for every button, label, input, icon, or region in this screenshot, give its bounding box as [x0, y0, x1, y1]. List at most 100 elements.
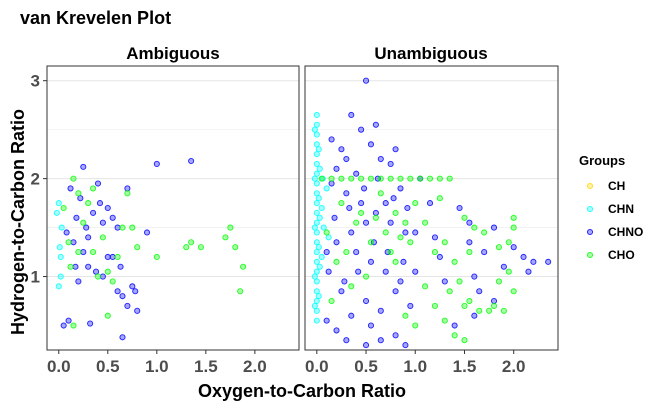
data-point-chno — [377, 337, 384, 344]
data-point-cho — [367, 175, 375, 182]
data-point-cho — [387, 249, 394, 256]
legend-key-ch — [586, 182, 594, 190]
data-point-chn — [56, 244, 63, 251]
data-point-chn — [313, 307, 320, 314]
data-point-chno — [545, 258, 552, 265]
data-point-cho — [80, 219, 87, 226]
data-point-chno — [500, 263, 507, 270]
data-point-chn — [313, 258, 320, 265]
data-point-chn — [313, 180, 320, 187]
data-point-chno — [431, 234, 439, 241]
data-point-chno — [80, 163, 87, 170]
data-point-chno — [99, 273, 106, 280]
x-tick-label: 0.0 — [305, 357, 329, 376]
data-point-chno — [412, 229, 419, 236]
data-point-chn — [313, 209, 320, 216]
data-point-chno — [362, 219, 370, 226]
data-point-chno — [325, 268, 332, 275]
data-point-chno — [377, 155, 384, 163]
legend-label-ch: CH — [608, 179, 625, 193]
data-point-chno — [382, 268, 389, 275]
data-point-chno — [530, 258, 537, 265]
data-point-cho — [323, 229, 330, 236]
data-point-chno — [358, 200, 365, 207]
data-point-chn — [313, 288, 320, 295]
data-point-chno — [92, 268, 100, 275]
data-point-cho — [65, 239, 72, 246]
data-point-cho — [119, 224, 126, 231]
data-point-chno — [75, 278, 82, 285]
data-point-cho — [328, 297, 335, 305]
data-point-cho — [348, 175, 355, 182]
data-point-chno — [372, 121, 379, 128]
data-point-cho — [407, 175, 414, 182]
data-point-cho — [431, 249, 439, 256]
data-point-chno — [188, 157, 195, 165]
data-point-chno — [343, 190, 350, 197]
data-point-cho — [70, 175, 77, 182]
data-point-chno — [397, 278, 404, 285]
data-point-cho — [333, 258, 340, 265]
y-tick-label: 3 — [31, 72, 40, 91]
data-point-chno — [90, 209, 97, 216]
data-point-cho — [510, 214, 517, 221]
data-point-cho — [466, 249, 473, 256]
data-point-cho — [471, 224, 478, 231]
y-tick-label: 2 — [31, 170, 40, 189]
data-point-chno — [481, 249, 488, 256]
data-point-chno — [70, 239, 77, 246]
data-point-cho — [397, 175, 404, 182]
data-point-chno — [471, 312, 478, 319]
data-point-chno — [362, 342, 370, 349]
data-point-chno — [466, 219, 473, 226]
data-point-chn — [316, 214, 323, 221]
data-point-chno — [83, 224, 90, 231]
data-point-chn — [313, 278, 320, 285]
data-point-cho — [75, 249, 82, 256]
data-point-chno — [77, 195, 84, 202]
data-point-cho — [358, 175, 365, 182]
data-point-cho — [134, 244, 141, 251]
data-point-cho — [441, 239, 448, 246]
data-point-cho — [495, 278, 502, 285]
data-point-cho — [466, 297, 473, 305]
data-point-chno — [85, 234, 92, 241]
y-axis-title: Hydrogen-to-Carbon Ratio — [8, 109, 28, 335]
data-point-cho — [90, 249, 97, 256]
x-tick-label: 1.0 — [403, 357, 427, 376]
data-point-chno — [362, 297, 370, 305]
data-point-chno — [119, 334, 126, 341]
data-point-chno — [362, 77, 370, 84]
data-point-cho — [328, 175, 335, 182]
data-point-cho — [338, 175, 345, 182]
data-point-chno — [323, 249, 330, 256]
data-point-chno — [96, 200, 103, 207]
legend-key-chno — [586, 228, 594, 236]
data-point-chno — [333, 165, 340, 172]
data-point-chn — [313, 317, 320, 324]
panel-ambiguous: Ambiguous 0.0 0.5 1.0 1.5 2.0 1 2 3 — [31, 44, 300, 376]
data-point-chno — [348, 229, 355, 236]
data-point-chno — [72, 263, 79, 270]
data-point-cho — [237, 288, 244, 295]
data-point-chno — [353, 170, 360, 177]
data-point-cho — [227, 224, 234, 231]
data-point-chn — [315, 146, 322, 153]
data-point-chno — [382, 200, 389, 207]
data-point-cho — [451, 332, 458, 339]
data-point-chn — [313, 141, 320, 148]
x-tick-label: 0.5 — [354, 357, 378, 376]
chart-title: van Krevelen Plot — [20, 8, 171, 28]
data-point-chno — [471, 273, 478, 280]
data-point-chno — [333, 239, 340, 246]
data-point-chn — [313, 131, 320, 138]
data-point-chno — [387, 219, 394, 226]
data-point-cho — [446, 288, 453, 295]
data-point-chno — [367, 258, 375, 265]
data-point-chn — [318, 253, 325, 261]
data-point-chn — [316, 263, 323, 270]
data-point-chno — [134, 307, 141, 314]
data-point-cho — [372, 214, 379, 221]
data-point-chno — [525, 268, 532, 275]
data-point-chno — [348, 312, 355, 319]
